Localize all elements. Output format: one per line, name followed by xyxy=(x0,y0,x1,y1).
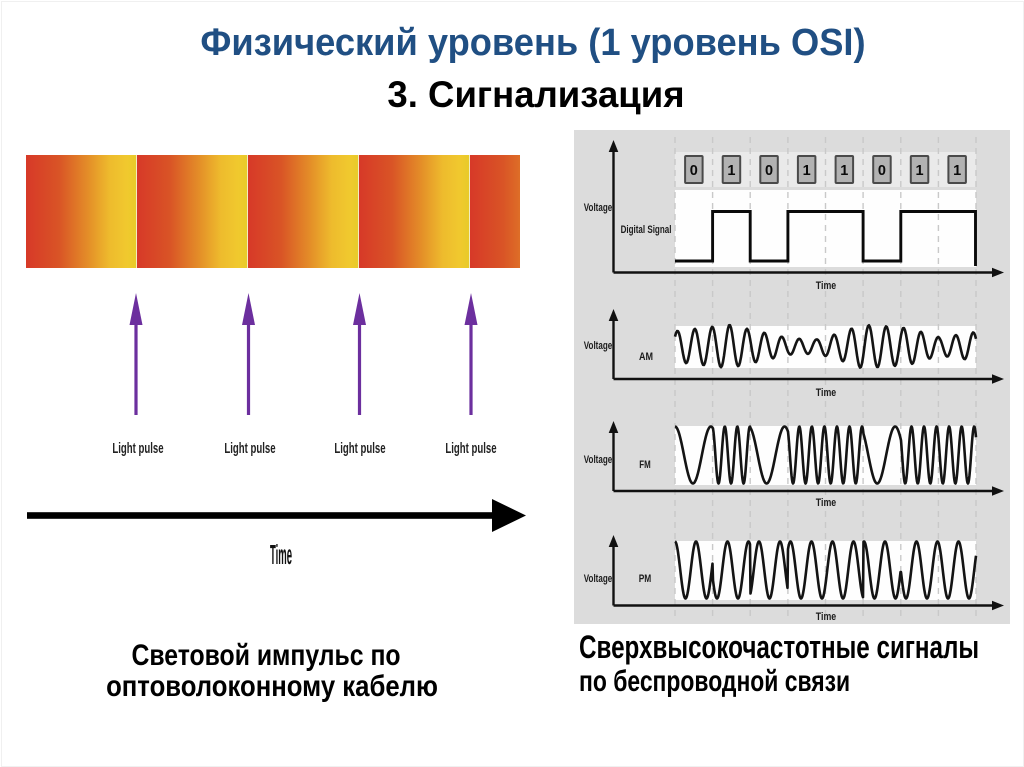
svg-text:0: 0 xyxy=(878,163,886,179)
svg-text:1: 1 xyxy=(953,163,961,179)
svg-text:1: 1 xyxy=(840,163,848,179)
svg-text:0: 0 xyxy=(765,163,773,179)
svg-text:1: 1 xyxy=(803,163,811,179)
svg-text:1: 1 xyxy=(727,163,735,179)
svg-text:0: 0 xyxy=(690,163,698,179)
svg-text:1: 1 xyxy=(916,163,924,179)
